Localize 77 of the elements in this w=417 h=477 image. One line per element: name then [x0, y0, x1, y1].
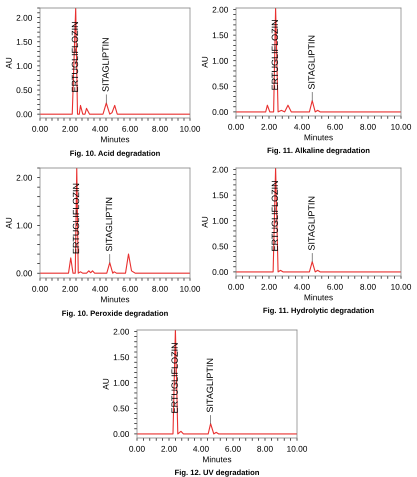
y-tick-label: 1.00: [114, 380, 130, 386]
y-tick-label: 1.50: [114, 354, 130, 360]
x-tick-label: 2.00: [261, 124, 277, 130]
x-tick-label: 10.00: [180, 126, 200, 132]
y-tick-label: 1.50: [16, 38, 32, 45]
y-tick-label: 2.00: [212, 166, 228, 173]
x-tick-label: 0.00: [228, 124, 244, 130]
x-tick-label: 10.00: [180, 286, 200, 292]
x-tick-label: 8.00: [152, 126, 168, 132]
annotation: ERTUGLIFLOZIN: [171, 343, 178, 413]
y-tick-label: 1.50: [212, 192, 228, 198]
x-tick-label: 4.00: [294, 124, 310, 130]
y-tick-label: 2.00: [16, 14, 32, 21]
y-tick-label: 2.00: [212, 6, 228, 13]
x-tick-label: 2.00: [62, 126, 78, 132]
y-tick-label: 0.50: [113, 406, 130, 412]
y-tick-label: 0.00: [212, 109, 228, 116]
annotation: SITAGLIPTIN: [102, 38, 109, 92]
y-tick-label: 0.50: [16, 87, 32, 94]
annotation: SITAGLIPTIN: [206, 358, 214, 412]
x-tick-label: 2.00: [261, 284, 277, 290]
x-tick-label: 8.00: [360, 124, 376, 130]
y-axis-title: AU: [6, 218, 12, 229]
x-tick-label: 6.00: [122, 286, 138, 292]
y-tick-label: 1.00: [212, 218, 228, 224]
line-series: [137, 330, 297, 434]
y-tick-label: 1.00: [212, 58, 228, 64]
annotation: ERTUGLIFLOZIN: [272, 20, 278, 90]
x-tick-label: 0.00: [228, 284, 244, 290]
y-tick-label: 2.00: [114, 328, 130, 335]
annotation: SITAGLIPTIN: [308, 196, 315, 250]
y-tick-label: 0.00: [16, 111, 32, 118]
x-tick-label: 8.00: [360, 284, 376, 290]
y-tick-label: 1.50: [212, 32, 228, 38]
x-tick-label: 0.00: [129, 446, 145, 452]
y-tick-label: 0.00: [212, 269, 228, 276]
x-tick-label: 4.00: [92, 286, 108, 292]
x-tick-label: 4.00: [294, 284, 310, 290]
x-tick-label: 8.00: [152, 286, 168, 292]
x-tick-label: 4.00: [92, 126, 108, 132]
y-axis-title: AU: [202, 216, 208, 228]
annotation: ERTUGLIFLOZIN: [72, 184, 80, 254]
line-series: [40, 8, 190, 115]
x-tick-label: 6.00: [225, 446, 241, 452]
x-tick-label: 0.00: [32, 126, 48, 132]
y-tick-label: 1.00: [16, 63, 32, 69]
x-tick-label: 10.00: [391, 284, 412, 290]
y-axis-title: AU: [102, 378, 109, 390]
x-tick-label: 2.00: [161, 446, 177, 452]
y-tick-label: 0.00: [113, 431, 130, 438]
y-tick-label: 0.00: [16, 270, 32, 276]
y-tick-label: 0.50: [212, 84, 228, 90]
x-tick-label: 10.00: [391, 124, 412, 130]
x-tick-label: 10.00: [287, 446, 308, 452]
x-axis-title: Minutes: [304, 134, 333, 140]
x-tick-label: 2.00: [62, 286, 78, 292]
annotation: ERTUGLIFLOZIN: [272, 181, 278, 251]
x-tick-label: 6.00: [122, 126, 138, 132]
y-tick-label: 1.00: [16, 222, 32, 228]
line-series: [236, 8, 401, 112]
y-tick-label: 2.00: [16, 174, 32, 181]
x-tick-label: 0.00: [32, 286, 48, 292]
y-tick-label: 0.50: [212, 244, 228, 250]
x-axis-title: Minutes: [203, 456, 232, 462]
x-tick-label: 6.00: [327, 284, 343, 290]
annotation: SITAGLIPTIN: [106, 198, 112, 252]
x-axis-title: Minutes: [304, 294, 333, 300]
x-tick-label: 8.00: [257, 446, 273, 452]
annotation: SITAGLIPTIN: [308, 36, 315, 90]
x-axis-title: Minutes: [101, 296, 130, 302]
x-tick-label: 6.00: [327, 124, 343, 130]
x-tick-label: 4.00: [193, 446, 209, 452]
annotation: ERTUGLIFLOZIN: [72, 22, 78, 92]
line-series: [236, 168, 401, 272]
y-axis-title: AU: [202, 56, 208, 68]
x-axis-title: Minutes: [101, 136, 130, 142]
y-axis-title: AU: [6, 58, 12, 69]
